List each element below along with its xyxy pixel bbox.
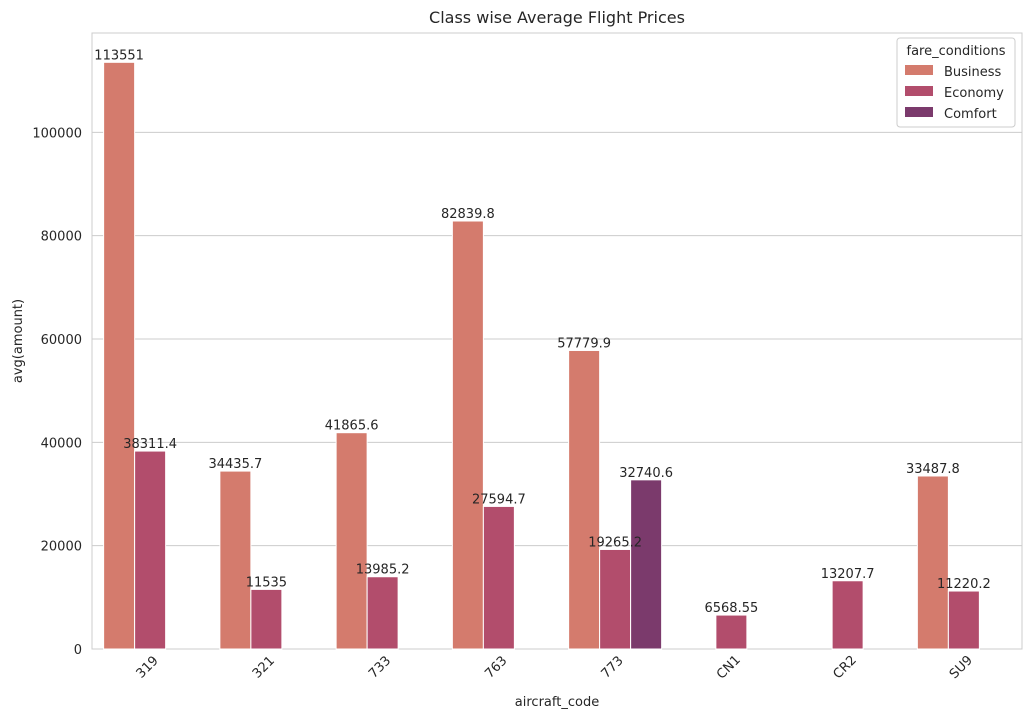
bar bbox=[715, 614, 748, 650]
bar bbox=[451, 220, 484, 650]
legend-items: Business Economy Comfort bbox=[905, 65, 1004, 122]
y-axis-ticks: 0 20000 40000 60000 80000 100000 bbox=[32, 126, 82, 658]
bar bbox=[599, 548, 632, 650]
legend-swatch bbox=[905, 86, 933, 96]
bar-value-label: 11220.2 bbox=[937, 577, 991, 592]
y-tick-label: 20000 bbox=[41, 540, 82, 555]
bar bbox=[630, 479, 663, 650]
y-tick-label: 40000 bbox=[41, 436, 82, 451]
value-labels: 113551 38311.4 34435.7 11535 41865.6 13985.2 8… bbox=[94, 48, 990, 616]
bar-value-label: 27594.7 bbox=[472, 492, 526, 507]
y-tick-label: 0 bbox=[74, 643, 82, 658]
bar bbox=[250, 588, 283, 650]
x-tick-label: 773 bbox=[599, 653, 627, 681]
x-tick-label: 763 bbox=[482, 653, 510, 681]
bar-value-label: 34435.7 bbox=[208, 457, 262, 472]
bar-value-label: 11535 bbox=[246, 575, 287, 590]
x-axis-label: aircraft_code bbox=[515, 695, 599, 710]
bar-value-label: 13207.7 bbox=[821, 567, 875, 582]
legend-swatch bbox=[905, 107, 933, 117]
bar bbox=[134, 450, 167, 650]
x-tick-label: 733 bbox=[366, 653, 394, 681]
legend: fare_conditions Business Economy Comfort bbox=[896, 37, 1016, 128]
legend-title: fare_conditions bbox=[907, 44, 1006, 59]
x-tick-label: CN1 bbox=[714, 653, 744, 683]
y-tick-label: 80000 bbox=[41, 230, 82, 245]
y-tick-label: 60000 bbox=[41, 333, 82, 348]
y-axis-label: avg(amount) bbox=[11, 299, 26, 383]
bar bbox=[916, 475, 949, 650]
chart-title: Class wise Average Flight Prices bbox=[429, 8, 685, 27]
bar-value-label: 6568.55 bbox=[704, 601, 758, 616]
bar bbox=[568, 349, 601, 650]
bar bbox=[103, 61, 136, 650]
legend-swatch bbox=[905, 65, 933, 75]
bar-value-label: 33487.8 bbox=[906, 462, 960, 477]
bar-value-label: 113551 bbox=[94, 48, 144, 63]
x-tick-label: 321 bbox=[250, 653, 278, 681]
x-tick-label: SU9 bbox=[947, 653, 976, 682]
bar-value-label: 82839.8 bbox=[441, 207, 495, 222]
bar-value-label: 57779.9 bbox=[557, 336, 611, 351]
bar-value-label: 32740.6 bbox=[619, 466, 673, 481]
y-tick-label: 100000 bbox=[32, 126, 82, 141]
bar bbox=[947, 590, 980, 650]
bar bbox=[366, 576, 399, 650]
bars bbox=[103, 61, 980, 650]
legend-label: Comfort bbox=[944, 107, 997, 122]
x-tick-label: CR2 bbox=[831, 653, 860, 682]
x-tick-label: 319 bbox=[134, 653, 162, 681]
bar bbox=[482, 505, 515, 650]
bar-value-label: 41865.6 bbox=[325, 419, 379, 434]
legend-label: Business bbox=[944, 65, 1002, 80]
legend-label: Economy bbox=[944, 86, 1004, 101]
bar bbox=[831, 580, 864, 650]
legend-box bbox=[896, 37, 1016, 128]
x-axis-ticks: 319 321 733 763 773 CN1 CR2 SU9 bbox=[134, 653, 976, 683]
bar-value-label: 19265.2 bbox=[588, 535, 642, 550]
bar-value-label: 38311.4 bbox=[123, 437, 177, 452]
bar bbox=[335, 432, 368, 650]
bar-value-label: 13985.2 bbox=[356, 563, 410, 578]
bar bbox=[219, 470, 252, 650]
